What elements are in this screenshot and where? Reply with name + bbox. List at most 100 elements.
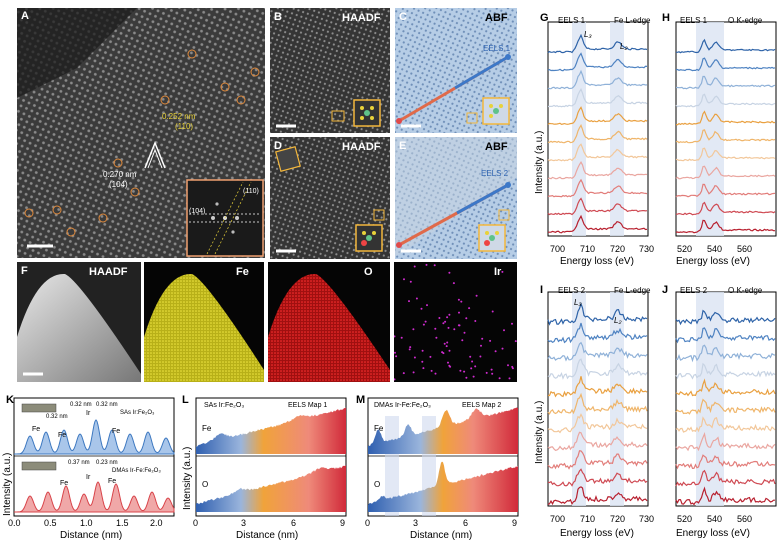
o-band: [696, 292, 724, 506]
k-top-sample: SAs Ir:Fe₂O₃: [120, 410, 155, 416]
m-sample: DMAs Ir-Fe:Fe₂O₃: [374, 402, 431, 409]
j-tick-0: 520: [677, 514, 693, 524]
ir-dot: [507, 364, 509, 367]
ir-dot: [474, 365, 477, 368]
i-tick-0: 700: [550, 514, 566, 524]
ir-map-label: Ir: [494, 266, 502, 278]
a-plane-110: (110): [175, 122, 194, 131]
panel-d-image: D HAADF: [270, 137, 390, 259]
m-fe-area: [368, 407, 518, 454]
spectrum-line: [675, 454, 776, 470]
ir-dot: [408, 348, 411, 351]
l-tick-2: 6: [291, 518, 297, 528]
d-mode: HAADF: [342, 141, 381, 153]
k-bot-ir: Ir: [86, 474, 91, 481]
panel-f-fe-map: Fe: [144, 262, 264, 382]
ir-dot: [471, 360, 474, 363]
fft-label-110: (110): [243, 188, 259, 195]
ir-dot: [503, 329, 505, 332]
ir-dot: [465, 317, 468, 320]
j-header-right: O K-edge: [728, 286, 763, 295]
m-tick-2: 6: [463, 518, 469, 528]
ir-dot: [485, 371, 488, 374]
ir-dot: [434, 372, 437, 375]
m-tick-3: 9: [512, 518, 518, 528]
panel-a-svg: [17, 8, 265, 258]
e-eels-label: EELS 2: [481, 169, 509, 178]
ir-dot: [413, 265, 416, 268]
ir-dot: [498, 377, 501, 380]
k-top-d3: 0.32 nm: [46, 414, 68, 420]
g-tick-1: 710: [580, 244, 596, 254]
panel-f-o-map: O: [268, 262, 390, 382]
ir-dot: [402, 372, 405, 375]
spectrum-line: [547, 450, 648, 470]
ir-dot: [430, 369, 433, 372]
spectrum-line: [675, 110, 776, 126]
ir-dot: [514, 340, 517, 343]
h-tick-2: 560: [737, 244, 753, 254]
spectrum-line: [675, 57, 776, 72]
spectrum-line: [547, 143, 648, 162]
k-top-fe1: Fe: [32, 426, 41, 433]
spectrum-line: [548, 214, 648, 234]
ir-dot: [415, 297, 418, 300]
panel-label-e: E: [399, 140, 407, 152]
spectrum-line: [547, 87, 648, 108]
panel-label-b: B: [274, 11, 282, 23]
j-tick-2: 560: [737, 514, 753, 524]
spectrum-line: [547, 106, 648, 126]
spectrum-line: [675, 38, 776, 54]
k-top-ir: Ir: [86, 410, 91, 417]
ir-dot: [421, 349, 424, 352]
m-xlabel: Distance (nm): [410, 530, 473, 541]
k-bot-d2: 0.23 nm: [96, 460, 118, 466]
fft-label-104: (104): [189, 208, 206, 215]
ir-dot: [448, 364, 451, 367]
ir-dot: [491, 310, 494, 313]
spectrum-line: [675, 469, 776, 487]
ir-dot: [511, 365, 514, 368]
spectrum-line: [547, 161, 648, 180]
ir-dot: [452, 282, 455, 285]
ir-dot: [413, 356, 416, 359]
ir-dot: [494, 350, 497, 353]
panel-d-svg: [270, 137, 390, 259]
profile-dmas: [14, 481, 175, 513]
h-header-right: O K-edge: [728, 16, 763, 25]
panel-i: I Intensity (a.u.) EELS 2 Fe L-edge L₃ L…: [530, 278, 660, 543]
panel-b-image: B HAADF: [270, 8, 390, 133]
j-plot: [675, 291, 777, 507]
a-spacing-104: 0.270 nm: [103, 170, 137, 179]
ir-dot: [394, 351, 396, 354]
l-fe-area: [196, 407, 346, 454]
ir-dot: [459, 369, 462, 372]
ir-dot: [448, 349, 451, 352]
ir-dot: [470, 367, 473, 370]
l-xlabel: Distance (nm): [236, 530, 299, 541]
panel-e-image: E ABF EELS 2: [395, 137, 517, 259]
k-top-d1: 0.32 nm: [70, 402, 92, 408]
panel-c-image: C ABF EELS 1: [395, 8, 517, 133]
spectrum-line: [675, 344, 776, 363]
i-plot: [547, 291, 649, 507]
g-header-right: Fe L-edge: [614, 16, 651, 25]
ir-dot: [501, 347, 504, 350]
ir-dot: [448, 271, 451, 274]
spectrum-line: [547, 124, 648, 144]
panel-label-a: A: [21, 10, 29, 22]
plot-frame: [547, 21, 649, 237]
spectrum-line: [675, 219, 775, 234]
k-bot-fe2: Fe: [108, 478, 117, 485]
ir-dot: [435, 336, 438, 339]
ir-dot: [441, 351, 444, 354]
m-o-area: [368, 461, 518, 512]
spectrum-line: [675, 432, 776, 452]
h-plot: [675, 21, 777, 237]
fe-map-label: Fe: [236, 266, 249, 278]
fe-map-svg: [144, 273, 264, 382]
plot-frame: [675, 21, 777, 237]
panel-h: H EELS 1 O K-edge 520 540 560 Energy los…: [658, 8, 779, 273]
spectrum-line: [547, 197, 648, 216]
ir-dot: [444, 320, 447, 323]
